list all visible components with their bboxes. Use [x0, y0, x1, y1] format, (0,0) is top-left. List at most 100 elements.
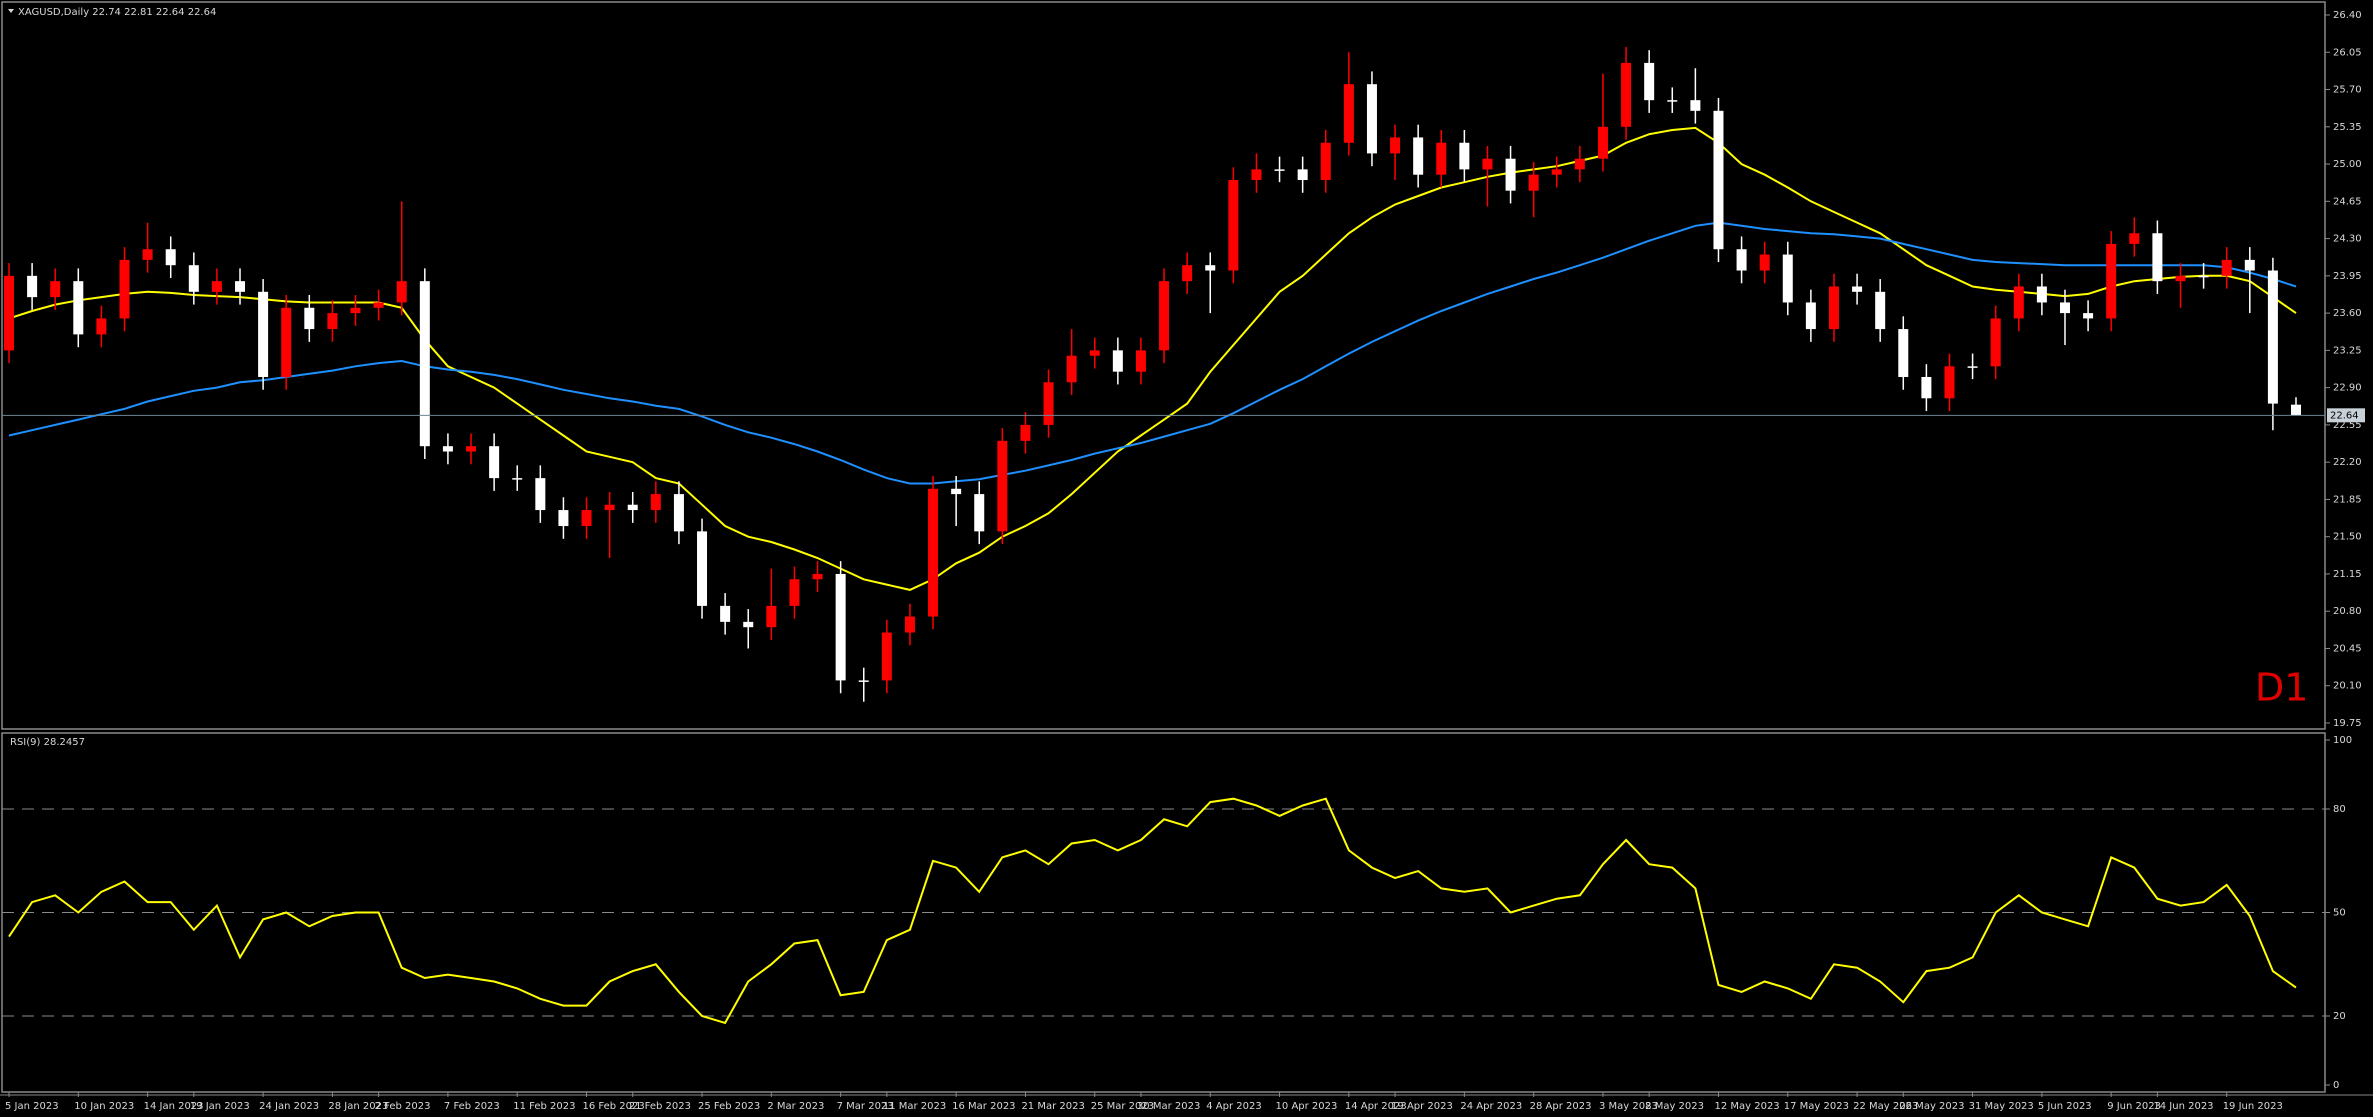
- candle-body: [327, 313, 338, 330]
- candle-body: [1551, 169, 1562, 175]
- candle-body: [1990, 318, 2001, 367]
- candle-body: [188, 265, 199, 292]
- candle-body: [142, 249, 153, 260]
- candle-body: [1574, 158, 1585, 170]
- candle-body: [50, 281, 61, 298]
- y-tick-label: 21.15: [2333, 569, 2362, 580]
- y-tick-label: 21.85: [2333, 494, 2362, 505]
- candle-body: [881, 632, 892, 681]
- y-tick-label: 19.75: [2333, 718, 2362, 729]
- candle-body: [96, 318, 107, 335]
- y-tick-label: 80: [2333, 804, 2346, 815]
- candle-body: [1320, 142, 1331, 181]
- candle-body: [627, 504, 638, 511]
- x-tick-label: 5 Jun 2023: [2038, 1101, 2092, 1112]
- x-tick-label: 14 Jan 2023: [144, 1101, 204, 1112]
- candle-body: [1944, 366, 1955, 399]
- y-tick-label: 26.40: [2333, 10, 2362, 21]
- candle-body: [743, 621, 754, 628]
- candle-body: [442, 446, 453, 452]
- y-tick-label: 23.60: [2333, 308, 2362, 319]
- x-tick-label: 24 Apr 2023: [1460, 1101, 1522, 1112]
- candle-body: [304, 307, 315, 330]
- candle-body: [673, 494, 684, 532]
- candle-body: [258, 291, 269, 377]
- x-tick-label: 14 Apr 2023: [1345, 1101, 1407, 1112]
- y-tick-label: 100: [2333, 735, 2352, 746]
- y-tick-label: 22.20: [2333, 457, 2362, 468]
- candle-body: [4, 275, 14, 351]
- candle-body: [1343, 84, 1354, 143]
- rsi-title: RSI(9) 28.2457: [10, 737, 85, 748]
- candle-body: [1459, 142, 1470, 170]
- y-tick-label: 25.35: [2333, 122, 2362, 133]
- candle-body: [1274, 169, 1285, 171]
- candle-body: [2267, 270, 2278, 404]
- candle-body: [2152, 233, 2163, 282]
- x-tick-label: 19 Jan 2023: [190, 1101, 250, 1112]
- y-tick-label: 20: [2333, 1011, 2346, 1022]
- y-tick-label: 23.25: [2333, 345, 2362, 356]
- y-tick-label: 0: [2333, 1080, 2339, 1091]
- candle-body: [697, 531, 708, 606]
- x-tick-label: 5 Jan 2023: [5, 1101, 59, 1112]
- candle-body: [951, 488, 962, 495]
- candle-body: [604, 504, 615, 511]
- candle-body: [1644, 62, 1655, 101]
- x-tick-label: 7 Mar 2023: [837, 1101, 894, 1112]
- y-tick-label: 20.10: [2333, 681, 2362, 692]
- candle-body: [1413, 137, 1424, 175]
- candle-body: [489, 446, 500, 479]
- x-tick-label: 16 Feb 2023: [583, 1101, 645, 1112]
- candle-body: [1528, 174, 1539, 191]
- candle-body: [2129, 233, 2140, 244]
- x-tick-label: 2 Feb 2023: [375, 1101, 431, 1112]
- x-tick-label: 2 Mar 2023: [767, 1101, 824, 1112]
- candle-body: [373, 302, 384, 308]
- candle-body: [1852, 286, 1863, 292]
- x-tick-label: 28 Jan 2023: [328, 1101, 388, 1112]
- candle-body: [1436, 142, 1447, 175]
- moving-average-line: [8, 126, 2297, 591]
- x-tick-label: 10 Jan 2023: [74, 1101, 134, 1112]
- candle-body: [720, 605, 731, 622]
- x-tick-label: 17 May 2023: [1784, 1101, 1849, 1112]
- x-tick-label: 31 May 2023: [1969, 1101, 2034, 1112]
- candle-body: [812, 573, 823, 580]
- candle-body: [2198, 275, 2209, 278]
- candle-body: [2244, 259, 2255, 271]
- x-tick-label: 30 Mar 2023: [1137, 1101, 1200, 1112]
- x-tick-label: 21 Feb 2023: [629, 1101, 691, 1112]
- candle-body: [974, 494, 985, 532]
- candle-body: [997, 440, 1008, 532]
- rsi-line: [8, 797, 2297, 1025]
- candle-body: [2175, 275, 2186, 282]
- candle-body: [1713, 110, 1724, 250]
- candle-body: [2059, 302, 2070, 314]
- x-tick-label: 25 Mar 2023: [1091, 1101, 1154, 1112]
- candle-body: [1805, 302, 1816, 330]
- candle-body: [1621, 62, 1632, 127]
- candle-body: [558, 510, 569, 527]
- x-tick-label: 14 Jun 2023: [2153, 1101, 2213, 1112]
- moving-average-line: [8, 221, 2297, 485]
- candle-body: [165, 249, 176, 266]
- y-tick-label: 26.05: [2333, 47, 2362, 58]
- candle-body: [1482, 158, 1493, 170]
- candle-body: [512, 478, 523, 480]
- x-tick-label: 10 Apr 2023: [1276, 1101, 1338, 1112]
- candle-body: [858, 680, 869, 682]
- candle-body: [27, 275, 38, 298]
- y-tick-label: 24.30: [2333, 234, 2362, 245]
- price-panel-frame: [1, 1, 2326, 730]
- y-tick-label: 24.65: [2333, 196, 2362, 207]
- candle-body: [1089, 350, 1100, 356]
- x-tick-label: 11 Mar 2023: [883, 1101, 946, 1112]
- y-tick-label: 21.50: [2333, 532, 2362, 543]
- candle-body: [1782, 254, 1793, 303]
- candle-body: [1043, 382, 1054, 425]
- candle-body: [1159, 281, 1170, 351]
- candle-body: [2013, 286, 2024, 319]
